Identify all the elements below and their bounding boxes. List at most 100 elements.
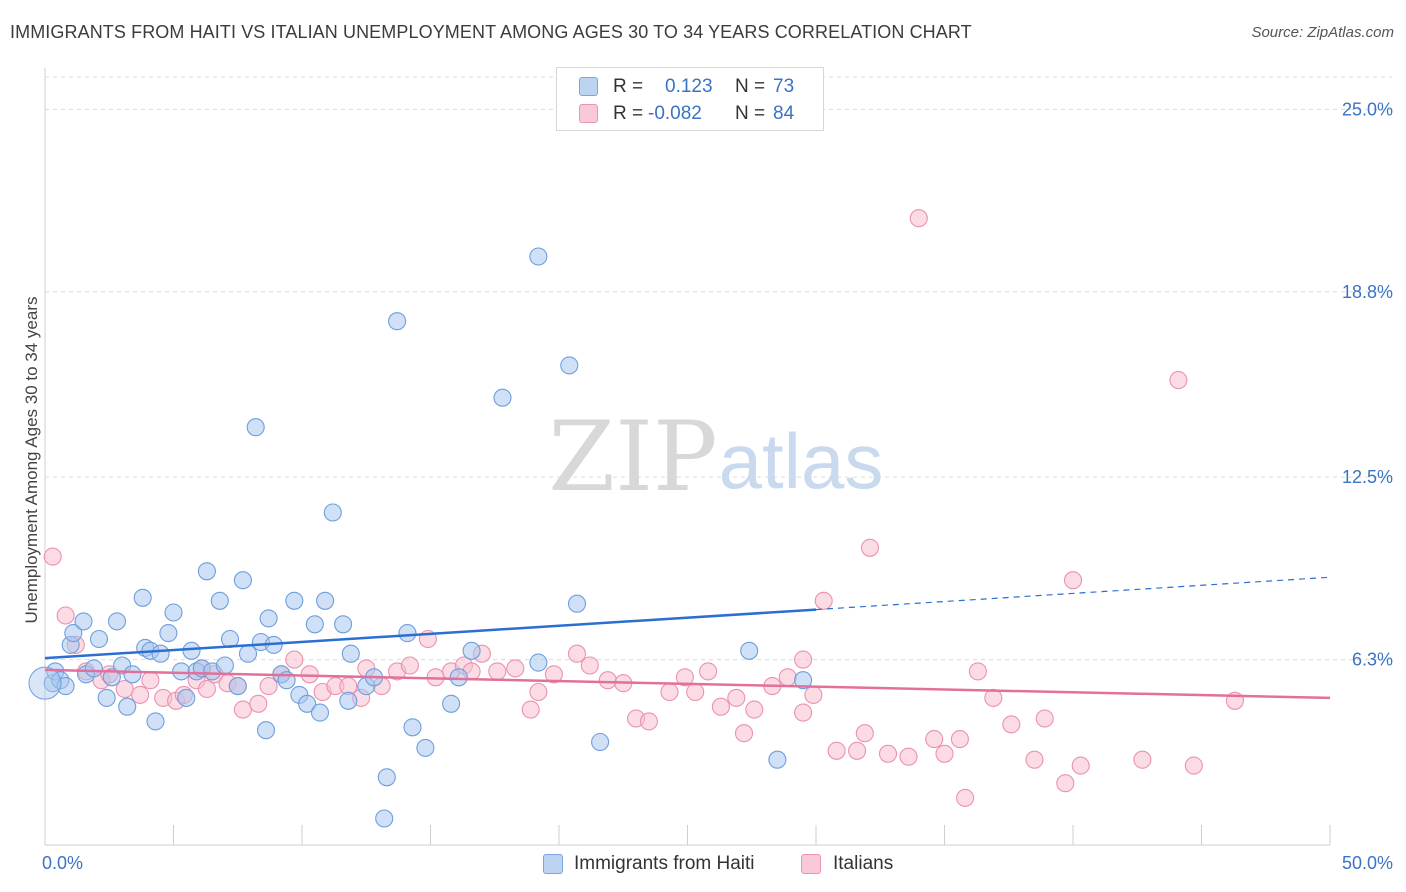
italians-point <box>734 724 754 743</box>
italians-point <box>488 662 507 681</box>
haiti-point <box>323 503 342 522</box>
italians-point <box>956 788 975 807</box>
italians-point <box>598 671 617 690</box>
haiti-point <box>339 691 358 710</box>
series-legend: Immigrants from Haiti Italians <box>0 852 1406 878</box>
haiti-trend-extension <box>815 576 1331 611</box>
italians-point <box>675 668 694 687</box>
haiti-point <box>388 312 407 331</box>
haiti-point <box>449 668 468 687</box>
italians-point <box>711 697 730 716</box>
italians-point <box>1169 371 1188 390</box>
chart-title: IMMIGRANTS FROM HAITI VS ITALIAN UNEMPLO… <box>10 22 972 42</box>
haiti-point <box>197 562 216 581</box>
haiti-point <box>740 641 759 660</box>
haiti-point <box>567 594 587 613</box>
italians-point <box>521 700 540 719</box>
haiti-point <box>233 571 252 590</box>
haiti-point <box>259 609 278 628</box>
italians-point <box>909 209 928 228</box>
haiti-point <box>64 624 83 643</box>
haiti-point <box>310 703 330 722</box>
legend-row-italians: R = -0.082 N = 84 <box>557 101 823 127</box>
haiti-point <box>305 615 324 634</box>
italians-point <box>727 688 746 707</box>
italians-point <box>141 671 160 690</box>
haiti-point <box>403 718 422 737</box>
haiti-point <box>246 418 265 437</box>
source-label: Source: ZipAtlas.com <box>1251 24 1394 41</box>
italians-point <box>400 656 419 675</box>
italians-point <box>950 730 969 749</box>
italians-point <box>639 712 658 731</box>
italians-point <box>968 662 987 681</box>
haiti-point <box>316 591 335 610</box>
italians-point <box>567 644 587 663</box>
italians-point <box>506 659 525 678</box>
italians-point <box>699 662 718 681</box>
italians-point <box>1071 756 1090 775</box>
haiti-point <box>107 612 127 631</box>
watermark-zip: ZIP <box>548 401 717 513</box>
haiti-point <box>97 688 116 707</box>
italians-point <box>529 682 548 702</box>
y-tick-label: 18.8% <box>1342 282 1393 302</box>
haiti-point <box>591 732 610 752</box>
legend-row-haiti: R = 0.123 N = 73 <box>557 74 823 100</box>
y-tick-label: 6.3% <box>1352 650 1393 670</box>
tick-labels: 6.3% 12.5% 18.8% 25.0% 0.0% 50.0% <box>42 99 1393 873</box>
haiti-point <box>341 644 360 663</box>
haiti-point <box>228 677 247 696</box>
legend-swatch-haiti <box>579 77 598 96</box>
legend-n-value-italians: 84 <box>773 103 795 124</box>
italians-point <box>115 679 134 699</box>
legend-r-label: R = <box>613 103 644 124</box>
haiti-point <box>442 694 461 713</box>
haiti-point <box>794 671 813 690</box>
italians-point <box>249 694 268 713</box>
italians-point <box>1063 571 1083 590</box>
haiti-point <box>529 653 548 672</box>
x-tick-label: 0.0% <box>42 853 83 873</box>
haiti-point <box>529 247 548 266</box>
italians-point <box>745 700 764 719</box>
haiti-point <box>285 591 304 610</box>
haiti-point <box>123 665 142 684</box>
watermark-atlas: atlas <box>719 417 884 505</box>
legend-label-italians: Italians <box>833 853 894 874</box>
haiti-point <box>146 712 165 731</box>
haiti-points <box>28 247 813 828</box>
italians-point <box>935 744 954 763</box>
italians-point <box>794 703 813 722</box>
haiti-point <box>398 624 417 643</box>
italians-point <box>1056 774 1075 793</box>
legend-n-label: N = <box>735 103 766 124</box>
haiti-point <box>298 694 317 713</box>
haiti-point <box>334 615 353 634</box>
y-tick-label: 12.5% <box>1342 467 1393 487</box>
haiti-point <box>462 641 481 660</box>
italians-point <box>804 685 823 704</box>
haiti-point <box>377 768 396 787</box>
legend-label-haiti: Immigrants from Haiti <box>574 853 755 874</box>
axes <box>44 68 1331 846</box>
haiti-point <box>74 612 93 631</box>
italians-point <box>1025 750 1044 769</box>
haiti-point <box>215 656 234 675</box>
italians-point <box>878 744 898 763</box>
haiti-point <box>375 809 394 828</box>
haiti-point <box>493 388 512 407</box>
legend-r-value-haiti: 0.123 <box>665 76 713 97</box>
legend-swatch-italians <box>579 104 598 123</box>
italians-point <box>544 665 563 684</box>
italians-point <box>794 650 813 669</box>
haiti-point <box>172 662 191 681</box>
italians-point <box>56 606 75 625</box>
italians-point <box>1002 715 1021 734</box>
italians-trend-line <box>44 668 1331 700</box>
trend-lines <box>44 576 1331 700</box>
legend-n-value-haiti: 73 <box>773 76 795 97</box>
haiti-point <box>133 588 152 607</box>
italians-point <box>1133 750 1152 769</box>
